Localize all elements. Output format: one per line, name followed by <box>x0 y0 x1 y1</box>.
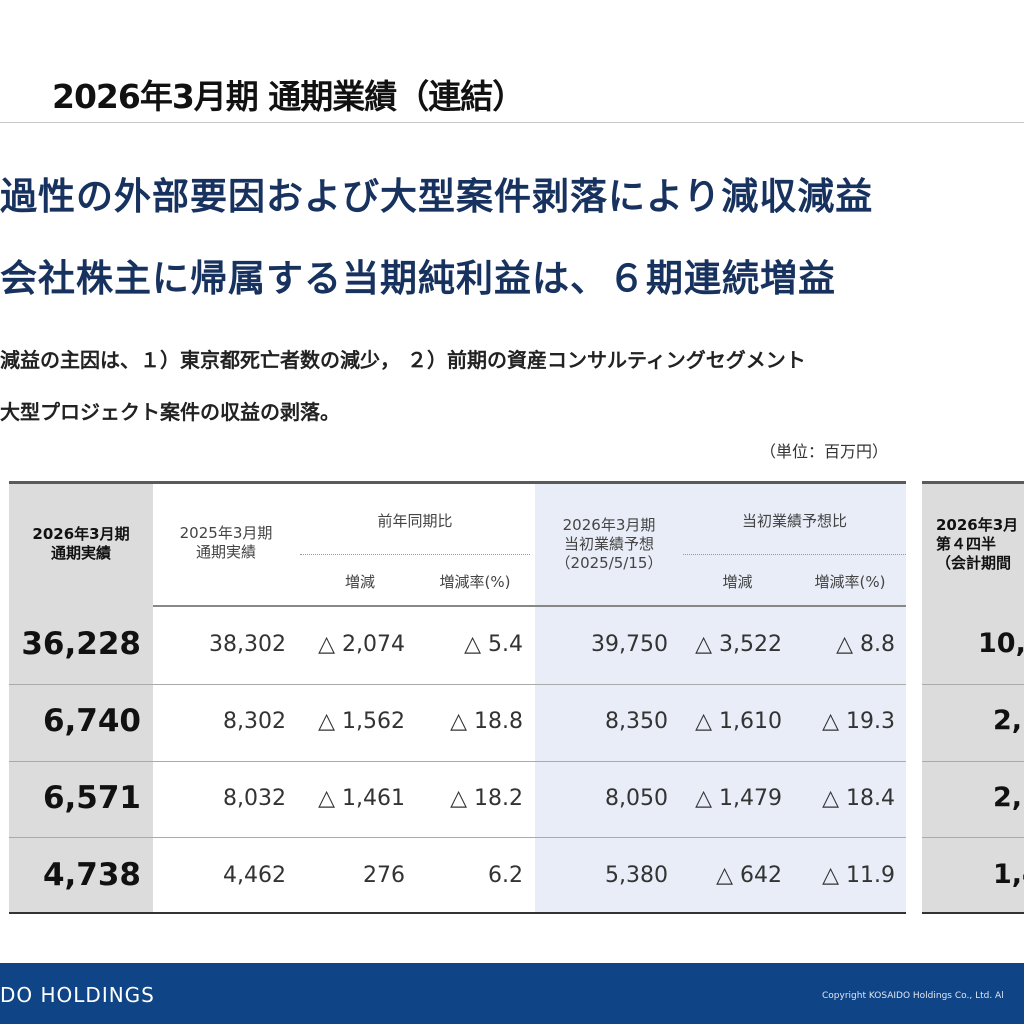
row1-actual: 36,228 <box>21 626 141 662</box>
footer-bar: DO HOLDINGS Copyright KOSAIDO Holdings C… <box>0 963 1024 1024</box>
row2-prior: 8,302 <box>223 709 286 734</box>
vs-forecast-group-divider <box>683 554 906 555</box>
row1-q4: 10,3 <box>978 628 1024 659</box>
row4-actual: 4,738 <box>42 857 141 893</box>
row1-fc-rate: △ 8.8 <box>836 632 895 657</box>
row3-fc-rate: △ 18.4 <box>822 786 895 811</box>
row4-forecast: 5,380 <box>605 863 668 888</box>
company-logo: DO HOLDINGS <box>0 983 155 1007</box>
row-divider <box>922 684 1024 685</box>
row3-forecast: 8,050 <box>605 786 668 811</box>
title-divider <box>0 122 1024 123</box>
row1-yoy-change: △ 2,074 <box>318 632 405 657</box>
row2-q4: 2,2 <box>993 705 1024 736</box>
row4-prior: 4,462 <box>223 863 286 888</box>
row2-actual: 6,740 <box>42 703 141 739</box>
row3-yoy-change: △ 1,461 <box>318 786 405 811</box>
row1-yoy-rate: △ 5.4 <box>464 632 523 657</box>
row3-actual: 6,571 <box>42 780 141 816</box>
header-q4: 2026年3月 第４四半 （会計期間 <box>936 516 1019 572</box>
header-vs-forecast-group: 当初業績予想比 <box>741 512 847 530</box>
row4-fc-change: △ 642 <box>716 863 782 888</box>
row1-prior: 38,302 <box>209 632 286 657</box>
unit-label: （単位：百万円） <box>760 442 889 461</box>
row3-q4: 2,2 <box>993 782 1024 813</box>
row2-yoy-change: △ 1,562 <box>318 709 405 734</box>
headline-2: 会社株主に帰属する当期純利益は、６期連続増益 <box>0 257 836 300</box>
row-divider <box>922 761 1024 762</box>
row-divider <box>922 837 1024 838</box>
header-rule <box>153 605 906 607</box>
row2-fc-rate: △ 19.3 <box>822 709 895 734</box>
row3-prior: 8,032 <box>223 786 286 811</box>
header-actual: 2026年3月期 通期実績 <box>32 525 130 562</box>
row4-yoy-rate: 6.2 <box>488 863 523 888</box>
row1-fc-change: △ 3,522 <box>695 632 782 657</box>
actual-column-bg <box>9 481 153 913</box>
header-yoy-group: 前年同期比 <box>377 512 453 530</box>
row-divider <box>9 837 906 838</box>
header-yoy-change: 増減 <box>344 573 375 591</box>
forecast-column-bg <box>535 481 906 913</box>
q4-bottom-rule <box>922 912 1024 914</box>
headline-1: 過性の外部要因および大型案件剥落により減収減益 <box>0 175 874 218</box>
row4-fc-rate: △ 11.9 <box>822 863 895 888</box>
row2-forecast: 8,350 <box>605 709 668 734</box>
header-fc-change: 増減 <box>722 573 753 591</box>
q4-column-bg <box>922 481 1024 913</box>
row4-yoy-change: 276 <box>363 863 405 888</box>
row1-forecast: 39,750 <box>591 632 668 657</box>
header-forecast: 2026年3月期 当初業績予想 （2025/5/15） <box>555 516 663 572</box>
page-title: 2026年3月期 通期業績（連結） <box>52 77 525 116</box>
row-divider <box>9 761 906 762</box>
copyright-text: Copyright KOSAIDO Holdings Co., Ltd. Al <box>822 991 1004 1001</box>
sub-line-1: 減益の主因は、１）東京都死亡者数の減少， ２）前期の資産コンサルティングセグメン… <box>0 348 806 372</box>
row3-fc-change: △ 1,479 <box>695 786 782 811</box>
table-bottom-rule <box>9 912 906 914</box>
table-top-rule <box>9 481 906 484</box>
header-yoy-rate: 増減率(%) <box>439 573 511 591</box>
row-divider <box>9 684 906 685</box>
header-fc-rate: 増減率(%) <box>814 573 886 591</box>
yoy-group-divider <box>300 554 530 555</box>
row2-fc-change: △ 1,610 <box>695 709 782 734</box>
row2-yoy-rate: △ 18.8 <box>450 709 523 734</box>
row3-yoy-rate: △ 18.2 <box>450 786 523 811</box>
row4-q4: 1,4 <box>993 859 1024 890</box>
header-prior: 2025年3月期 通期実績 <box>179 524 273 561</box>
q4-top-rule <box>922 481 1024 484</box>
results-table: 2026年3月期 通期実績 2025年3月期 通期実績 前年同期比 増減 増減率… <box>0 481 1024 915</box>
sub-line-2: 大型プロジェクト案件の収益の剥落。 <box>0 400 340 424</box>
